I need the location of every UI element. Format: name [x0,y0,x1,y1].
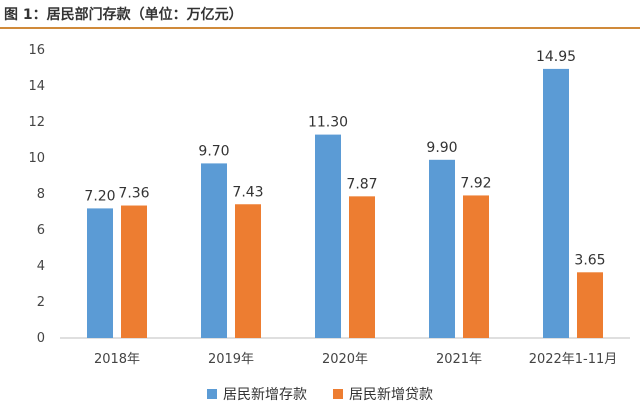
x-axis: 2018年 2019年 2020年 2021年 2022年1-11月 [60,337,630,367]
bar-loans [235,204,261,338]
y-tick-label: 16 [28,43,45,58]
y-tick-label: 2 [37,295,45,310]
data-label: 14.95 [536,49,576,65]
chart-title: 图 1：居民部门存款（单位：万亿元） [4,7,243,23]
data-label: 7.43 [232,184,263,200]
legend-item-loans: 居民新增贷款 [333,384,433,404]
legend-label-loans: 居民新增贷款 [349,387,433,403]
bar-loans [577,272,603,338]
y-tick-label: 6 [37,223,45,238]
legend: 居民新增存款 居民新增贷款 [0,384,640,404]
data-label: 7.92 [460,175,491,191]
y-tick-label: 14 [28,79,45,94]
y-tick-label: 12 [28,115,45,130]
y-tick-label: 4 [37,259,45,274]
data-label: 9.70 [198,143,229,159]
bar-deposits [315,134,341,338]
bar-chart: 0 2 4 6 8 10 12 14 16 2018年 2019年 2020年 2021年 2022年1… [28,43,630,367]
bar-deposits [201,163,227,338]
data-label: 7.20 [84,188,115,204]
y-axis: 0 2 4 6 8 10 12 14 16 [28,43,45,346]
data-label: 7.87 [346,176,377,192]
legend-swatch-deposits [207,389,217,399]
legend-swatch-loans [333,389,343,399]
bar-deposits [429,159,455,338]
x-tick-label: 2022年1-11月 [529,352,618,367]
legend-item-deposits: 居民新增存款 [207,384,307,404]
bar-loans [349,196,375,338]
data-label: 11.30 [308,115,348,131]
x-tick-label: 2020年 [322,352,368,367]
data-label: 7.36 [118,186,149,202]
y-tick-label: 10 [28,151,45,166]
data-label: 3.65 [574,252,605,268]
title-divider [0,27,640,29]
bars [87,68,603,339]
x-tick-label: 2021年 [436,352,482,367]
y-tick-label: 8 [37,187,45,202]
x-tick-label: 2019年 [208,352,254,367]
bar-loans [121,205,147,338]
bar-loans [463,195,489,338]
legend-label-deposits: 居民新增存款 [223,387,307,403]
data-label: 9.90 [426,140,457,156]
bar-deposits [543,68,569,339]
y-tick-label: 0 [37,331,45,346]
x-tick-label: 2018年 [94,352,140,367]
data-labels: 7.20 7.36 9.70 7.43 11.30 7.87 9.90 7.92 14.95 3.… [84,49,605,268]
bar-deposits [87,208,113,338]
